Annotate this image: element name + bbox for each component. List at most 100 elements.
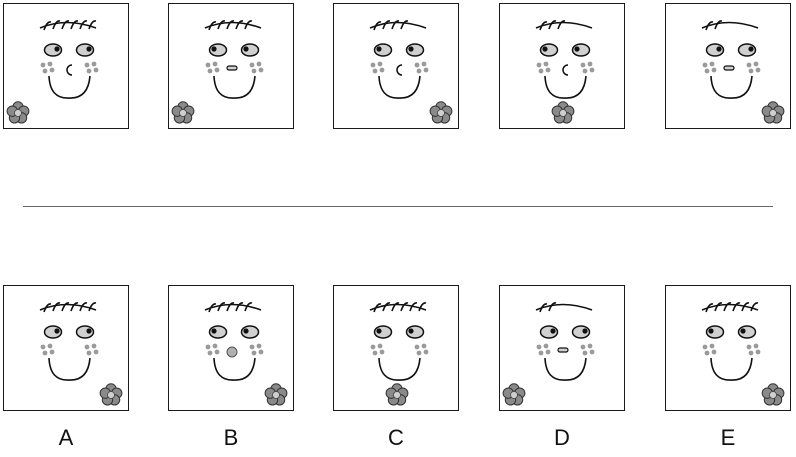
option-panel-b[interactable] <box>168 285 294 411</box>
option-panel-d[interactable] <box>499 285 625 411</box>
mouth <box>48 357 91 381</box>
face-figure <box>369 20 453 124</box>
flower-icon <box>171 101 195 124</box>
hair-strokes <box>39 302 97 313</box>
left-cheek-freckles <box>40 61 55 74</box>
nose <box>396 64 403 76</box>
flower-icon <box>264 383 288 406</box>
mouth <box>544 75 587 99</box>
left-cheek-freckles <box>702 61 717 74</box>
hair-strokes <box>701 302 759 313</box>
option-label-b[interactable]: B <box>223 425 239 450</box>
face-figure <box>369 302 429 406</box>
flower-icon <box>761 383 785 406</box>
option-panel-c[interactable] <box>333 285 459 411</box>
left-cheek-freckles <box>536 343 551 356</box>
face-figure <box>204 302 288 406</box>
sequence-panel-5 <box>665 3 791 129</box>
option-label-e[interactable]: E <box>720 425 736 450</box>
left-cheek-freckles <box>40 343 55 356</box>
mouth <box>544 357 587 381</box>
mouth <box>710 357 753 381</box>
sequence-panel-1 <box>3 3 129 129</box>
sequence-panel-2 <box>168 3 294 129</box>
left-cheek-freckles <box>370 343 385 356</box>
face-figure <box>39 302 123 406</box>
mouth <box>378 75 421 99</box>
right-cheek-freckles <box>249 343 264 356</box>
hair-strokes <box>204 20 262 31</box>
right-cheek-freckles <box>84 61 99 74</box>
pupil <box>550 328 556 334</box>
mouth <box>710 75 753 99</box>
flower-icon <box>551 101 575 124</box>
right-cheek-freckles <box>414 343 429 356</box>
option-panel-a[interactable] <box>3 285 129 411</box>
option-label-c[interactable]: C <box>388 425 404 450</box>
divider-line <box>23 206 773 207</box>
pupil <box>542 46 548 52</box>
hair-strokes <box>701 20 759 31</box>
face-figure <box>502 302 595 406</box>
sequence-panel-4 <box>499 3 625 129</box>
pupil <box>716 46 722 52</box>
hair-strokes <box>535 20 593 31</box>
nose <box>562 64 569 76</box>
hair-strokes <box>369 20 427 31</box>
flower-icon <box>6 101 30 124</box>
mouth <box>213 357 256 381</box>
pupil <box>708 328 714 334</box>
pupil <box>408 46 414 52</box>
face-figure <box>701 302 785 406</box>
left-cheek-freckles <box>205 343 220 356</box>
nose <box>226 65 238 71</box>
pupil <box>582 328 588 334</box>
pupil <box>54 46 60 52</box>
option-label-d[interactable]: D <box>554 425 570 450</box>
right-cheek-freckles <box>746 61 761 74</box>
flower-icon <box>385 383 409 406</box>
pupil <box>376 46 382 52</box>
flower-icon <box>502 383 526 406</box>
face-figure <box>6 20 99 124</box>
right-cheek-freckles <box>580 61 595 74</box>
nose <box>723 65 735 71</box>
pupil <box>748 46 754 52</box>
hair-strokes <box>39 20 97 31</box>
nose <box>226 346 238 358</box>
face-figure <box>535 20 595 124</box>
pupil <box>408 328 414 334</box>
pupil <box>740 328 746 334</box>
nose <box>66 64 73 76</box>
left-cheek-freckles <box>702 343 717 356</box>
left-cheek-freckles <box>205 61 220 74</box>
pupil <box>86 328 92 334</box>
face-figure <box>171 20 264 124</box>
hair-strokes <box>204 302 262 313</box>
pupil <box>574 46 580 52</box>
pupil <box>54 328 60 334</box>
hair-strokes <box>369 302 427 313</box>
flower-icon <box>761 101 785 124</box>
pupil <box>86 46 92 52</box>
mouth <box>378 357 421 381</box>
pupil <box>243 328 249 334</box>
pupil <box>211 328 217 334</box>
right-cheek-freckles <box>249 61 264 74</box>
option-panel-e[interactable] <box>665 285 791 411</box>
flower-icon <box>429 101 453 124</box>
right-cheek-freckles <box>414 61 429 74</box>
right-cheek-freckles <box>746 343 761 356</box>
pupil <box>211 46 217 52</box>
sequence-panel-3 <box>333 3 459 129</box>
nose <box>557 347 569 353</box>
left-cheek-freckles <box>370 61 385 74</box>
left-cheek-freckles <box>536 61 551 74</box>
right-cheek-freckles <box>580 343 595 356</box>
pupil <box>376 328 382 334</box>
option-label-a[interactable]: A <box>58 425 74 450</box>
flower-icon <box>99 383 123 406</box>
pupil <box>243 46 249 52</box>
hair-strokes <box>535 302 593 313</box>
right-cheek-freckles <box>84 343 99 356</box>
